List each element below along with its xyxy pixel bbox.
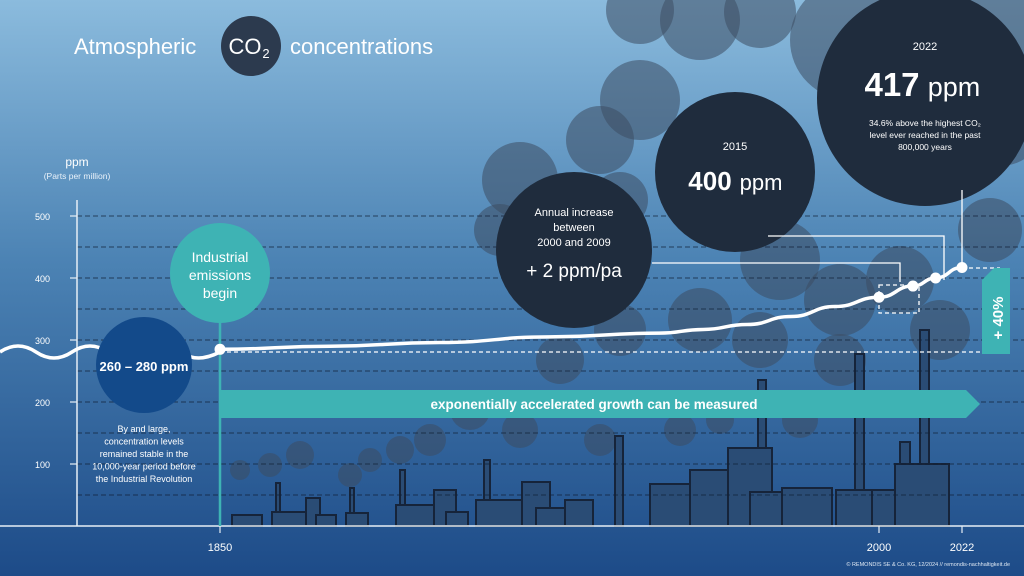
smoke-puff: [338, 463, 362, 487]
co2-marker-point: [214, 343, 226, 355]
x-tick-label: 1850: [208, 542, 232, 554]
x-tick-label: 2000: [867, 542, 891, 554]
factory-block: [271, 511, 307, 527]
growth-banner: [220, 390, 980, 418]
factory-block: [564, 499, 594, 527]
text-line: 10,000-year period before: [92, 462, 196, 472]
text-line: begin: [203, 285, 237, 301]
y-tick-labels: 100 200 300 400 500: [35, 212, 77, 470]
title-prefix: Atmospheric: [74, 34, 196, 59]
preindustrial-note: By and large, concentration levels remaine…: [92, 424, 196, 484]
smoke-puff: [286, 441, 314, 469]
callout-connectors: [652, 190, 963, 314]
smoke-puff: [606, 0, 674, 44]
co2-series-line: [219, 265, 963, 352]
smoke-puff: [814, 334, 866, 386]
preindustrial-circle: [96, 317, 192, 413]
co2-marker-point: [873, 291, 885, 303]
percent-increase-box: [982, 268, 1010, 354]
year-2022: 2022: [913, 41, 937, 53]
factory-block: [781, 487, 833, 527]
title-suffix: concentrations: [290, 34, 433, 59]
y-tick-label: 400: [35, 274, 50, 284]
text-line: Industrial: [192, 249, 249, 265]
smoke-puff: [804, 264, 876, 336]
x-tick-label: 2022: [950, 542, 974, 554]
connector-annual: [652, 262, 901, 282]
x-tick-labels: 1850 2000 2022: [208, 526, 974, 554]
smoke-puff: [230, 460, 250, 480]
circle-2022: [817, 0, 1024, 206]
annual-increase-value: + 2 ppm/pa: [526, 261, 622, 282]
co2-title-circle: [221, 16, 281, 76]
percent-increase-label: + 40%: [990, 297, 1007, 340]
preindustrial-value: 260 – 280 ppm: [100, 359, 189, 374]
smoke-puff: [566, 106, 634, 174]
co2-markers: [214, 261, 968, 355]
industrial-circle: [170, 223, 270, 323]
value-2015: 400: [688, 166, 731, 196]
co2-title-main: CO: [229, 34, 262, 59]
note-2022: 34.6% above the highest CO₂ level ever re…: [869, 118, 981, 152]
factory-block: [345, 512, 369, 527]
co2-marker-point: [956, 261, 968, 273]
text-line: By and large,: [117, 424, 170, 434]
y-axis-unit-note: (Parts per million): [44, 171, 111, 181]
smoke-puff: [958, 198, 1022, 262]
smoke-puff: [414, 424, 446, 456]
year-2015: 2015: [723, 141, 747, 153]
smoke-puff: [536, 336, 584, 384]
smoke-puff: [668, 288, 732, 352]
smoke-puff: [386, 436, 414, 464]
copyright: © REMONDIS SE & Co. KG, 12/2024 // remon…: [846, 561, 1010, 568]
text-line: the Industrial Revolution: [96, 474, 193, 484]
smoke-puff: [584, 424, 616, 456]
text-line: emissions: [189, 267, 251, 283]
text-line: 800,000 years: [898, 142, 952, 152]
annual-increase-text: Annual increase between 2000 and 2009: [535, 207, 614, 249]
co2-title-sub: 2: [262, 46, 269, 61]
annual-increase-circle: [496, 172, 652, 328]
y-tick-label: 100: [35, 460, 50, 470]
factory-block: [475, 499, 529, 527]
y-tick-label: 300: [35, 336, 50, 346]
value-2022: 417: [864, 66, 919, 103]
unit-2022: ppm: [928, 72, 981, 102]
text-line: 2000 and 2009: [537, 237, 610, 249]
factory-block: [614, 435, 624, 527]
co2-marker-point: [930, 272, 942, 284]
connector-2015: [768, 235, 945, 280]
smoke-puff: [258, 453, 282, 477]
text-line: Annual increase: [535, 207, 614, 219]
growth-banner-text: exponentially accelerated growth can be …: [430, 397, 757, 412]
y-axis-unit: ppm: [65, 155, 88, 169]
industrial-text: Industrial emissions begin: [189, 249, 251, 301]
smoke-puff: [660, 0, 740, 60]
circle-2015: [655, 92, 815, 252]
smoke-puff: [502, 412, 538, 448]
text-line: 34.6% above the highest CO₂: [869, 118, 981, 128]
factory-block: [854, 353, 865, 497]
smoke-puff: [724, 0, 796, 48]
text-line: level ever reached in the past: [869, 130, 981, 140]
factory-block: [231, 514, 263, 527]
factory-block: [315, 514, 337, 527]
text-line: between: [553, 222, 595, 234]
factory-block: [445, 511, 469, 527]
text-line: remained stable in the: [100, 449, 189, 459]
unit-2015: ppm: [740, 170, 783, 195]
factory-block: [395, 504, 439, 527]
co2-marker-point: [907, 280, 919, 292]
smoke-puff: [358, 448, 382, 472]
smoke-puff: [664, 414, 696, 446]
y-tick-label: 200: [35, 398, 50, 408]
y-tick-label: 500: [35, 212, 50, 222]
factory-block: [535, 507, 567, 527]
text-line: concentration levels: [104, 437, 184, 447]
